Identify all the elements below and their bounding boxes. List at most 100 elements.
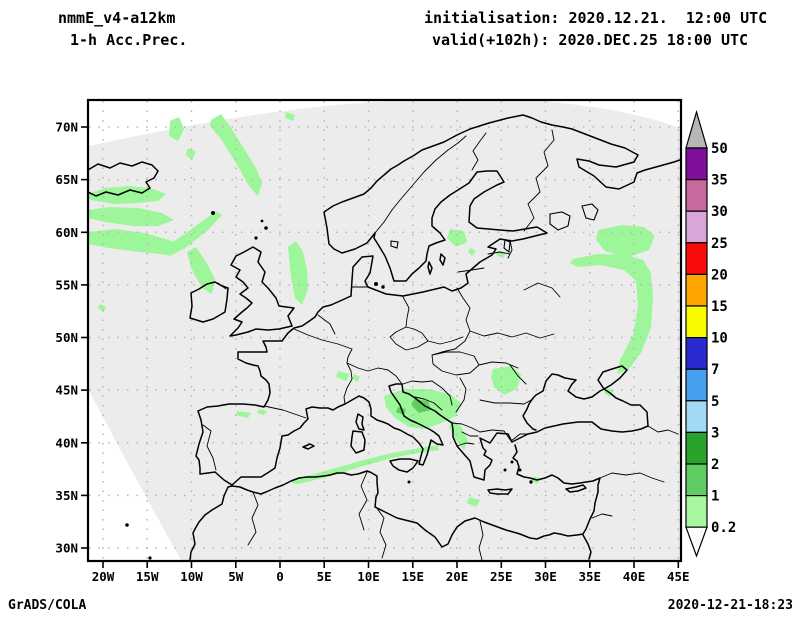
coast-oland xyxy=(427,261,433,275)
colorbar-segment xyxy=(685,242,708,276)
colorbar-label: 5 xyxy=(711,394,719,410)
x-tick-label: 40E xyxy=(623,569,646,584)
coast-corsica xyxy=(355,413,365,431)
lake-vanern xyxy=(390,240,399,249)
x-tick-label: 0 xyxy=(276,569,284,584)
x-tick-label: 25E xyxy=(490,569,513,584)
lakes xyxy=(390,203,599,254)
precip-alps-speck xyxy=(352,374,360,382)
precip-speck xyxy=(169,117,184,141)
precip-russia-patch xyxy=(596,225,655,258)
y-tick-label: 70N xyxy=(55,120,78,135)
lake-peipus xyxy=(503,239,511,254)
coast-ireland xyxy=(189,281,229,323)
colorbar-segment xyxy=(685,305,708,339)
colorbar-over-arrow xyxy=(685,109,708,149)
precip-romania-patch xyxy=(491,366,521,395)
colorbar-segment xyxy=(685,337,708,370)
island-canary xyxy=(148,556,152,560)
plot-footer: GrADS/COLA 2020-12-21-18:23 xyxy=(8,598,793,613)
colorbar-label: 3 xyxy=(711,425,719,441)
y-tick-label: 30N xyxy=(55,541,78,556)
x-tick-label: 20E xyxy=(446,569,469,584)
x-axis-labels: 20W 15W 10W 5W 0 5E 10E 15E 20E 25E 30E … xyxy=(92,569,690,584)
colorbar-label: 35 xyxy=(711,173,728,189)
colorbar-label: 50 xyxy=(711,141,728,157)
island-funen xyxy=(381,285,385,289)
y-tick-label: 40N xyxy=(55,435,78,450)
grads-credit: GrADS/COLA xyxy=(8,598,86,613)
coast-crete xyxy=(487,488,513,495)
x-tick-label: 20W xyxy=(92,569,115,584)
x-tick-label: 30E xyxy=(534,569,557,584)
island-shetland xyxy=(264,226,268,230)
valid-time: valid(+102h): 2020.DEC.25 18:00 UTC xyxy=(432,31,748,49)
coast-western-europe-italy-greece xyxy=(195,295,513,486)
coast-scandinavia-baltic xyxy=(323,114,680,297)
axis-ticks xyxy=(81,126,680,568)
colorbar-label: 7 xyxy=(711,362,719,378)
x-tick-label: 10E xyxy=(357,569,380,584)
colorbar-segment xyxy=(685,463,708,497)
island-aegean xyxy=(510,460,514,464)
precip-speck xyxy=(186,148,196,160)
initialisation-time: initialisation: 2020.12.21. 12:00 UTC xyxy=(424,9,767,27)
coast-sardinia xyxy=(350,430,366,454)
precip-spain-speck xyxy=(236,411,251,418)
precip-spain-speck xyxy=(257,409,267,415)
precip-northsea-streak xyxy=(288,241,308,305)
precip-baltic-speck xyxy=(447,229,467,247)
colorbar: 50 35 30 25 20 15 10 7 5 3 2 1 0.2 xyxy=(685,109,736,558)
colorbar-segment xyxy=(685,210,708,244)
precip-iceland-band xyxy=(89,207,174,226)
map-frame xyxy=(86,98,683,563)
colorbar-label: 10 xyxy=(711,331,728,347)
colorbar-segment xyxy=(685,147,708,181)
colorbar-label: 20 xyxy=(711,267,728,283)
y-tick-label: 45N xyxy=(55,383,78,398)
y-tick-label: 60N xyxy=(55,225,78,240)
precip-scotland-band xyxy=(210,114,262,196)
x-tick-label: 35E xyxy=(579,569,602,584)
island-malta xyxy=(407,480,411,484)
island-aegean xyxy=(503,468,507,472)
coastlines xyxy=(89,114,680,560)
precip-speck xyxy=(285,112,295,121)
coast-anatolia-levant-africa xyxy=(189,444,601,560)
island-faroe xyxy=(211,211,215,215)
island-rhodes xyxy=(529,480,533,484)
coast-cyprus xyxy=(565,484,587,493)
colorbar-segment xyxy=(685,179,708,212)
colorbar-label: 15 xyxy=(711,299,728,315)
colorbar-label: 30 xyxy=(711,204,728,220)
precip-greece-speck xyxy=(467,497,480,507)
colorbar-segment xyxy=(685,400,708,433)
colorbar-segment xyxy=(685,273,708,307)
colorbar-segment xyxy=(685,495,708,528)
precip-speck xyxy=(98,304,106,312)
coast-iceland xyxy=(89,161,159,197)
y-tick-label: 65N xyxy=(55,172,78,187)
coast-black-sea xyxy=(511,365,649,443)
precip-atlantic-arc xyxy=(160,211,222,256)
coast-balearics xyxy=(302,443,315,450)
island-shetland xyxy=(260,219,264,223)
colorbar-label: 25 xyxy=(711,236,728,252)
precip-iceland-band xyxy=(89,229,186,255)
colorbar-label: 2 xyxy=(711,457,719,473)
colorbar-segment xyxy=(685,431,708,465)
x-tick-label: 10W xyxy=(180,569,203,584)
colorbar-label: 0.2 xyxy=(711,520,736,536)
plot-header: nmmE_v4-a12km 1-h Acc.Prec. initialisati… xyxy=(58,9,767,49)
colorbar-under-arrow xyxy=(685,526,708,558)
x-tick-label: 15E xyxy=(402,569,425,584)
coast-sicily xyxy=(389,458,419,473)
variable-name: 1-h Acc.Prec. xyxy=(70,31,187,49)
coast-great-britain xyxy=(229,246,295,337)
x-tick-label: 15W xyxy=(136,569,159,584)
y-axis-labels: 30N 35N 40N 45N 50N 55N 60N 65N 70N xyxy=(55,120,78,556)
colorbar-label: 1 xyxy=(711,489,719,505)
coast-gotland xyxy=(439,253,446,266)
x-tick-label: 5W xyxy=(228,569,244,584)
